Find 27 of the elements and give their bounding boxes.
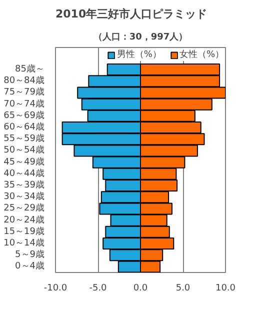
legend-label: 女性（%） (179, 48, 224, 61)
x-tick-label: 0.0 (133, 284, 148, 294)
y-tick-label: 20～24歳 (4, 214, 44, 226)
chart-subtitle: （人口：30，997人） (93, 32, 188, 42)
y-tick-label: 5～9歳 (15, 249, 44, 260)
y-tick-label: 60～64歳 (4, 122, 44, 133)
y-tick-label: 30～34歳 (4, 191, 44, 202)
y-tick-label: 10～14歳 (4, 238, 44, 249)
x-tick-label: 10.0 (215, 284, 236, 294)
y-tick-label: 40～44歳 (4, 168, 44, 179)
y-tick-label: 70～74歳 (4, 98, 44, 110)
x-tick-label: 5.0 (176, 284, 190, 294)
y-tick-label: 45～49歳 (4, 156, 44, 168)
y-tick-label: 85歳～ (15, 64, 44, 75)
y-tick-label: 15～19歳 (4, 226, 44, 237)
legend-label: 男性（%） (116, 48, 162, 61)
y-tick-label: 65～69歳 (4, 110, 44, 121)
y-tick-label: 75～79歳 (4, 86, 44, 98)
y-tick-label: 50～54歳 (4, 144, 44, 156)
x-tick-label: -5.0 (89, 284, 108, 294)
y-tick-label: 80～84歳 (4, 75, 44, 86)
x-tick-label: -10.0 (44, 284, 68, 294)
y-tick-label: 35～39歳 (4, 180, 44, 191)
chart-title: 2010年三好市人口ピラミッド (56, 8, 208, 20)
y-tick-label: 0～4歳 (15, 260, 44, 272)
y-tick-label: 25～29歳 (4, 202, 44, 214)
y-tick-label: 55～59歳 (4, 133, 44, 144)
